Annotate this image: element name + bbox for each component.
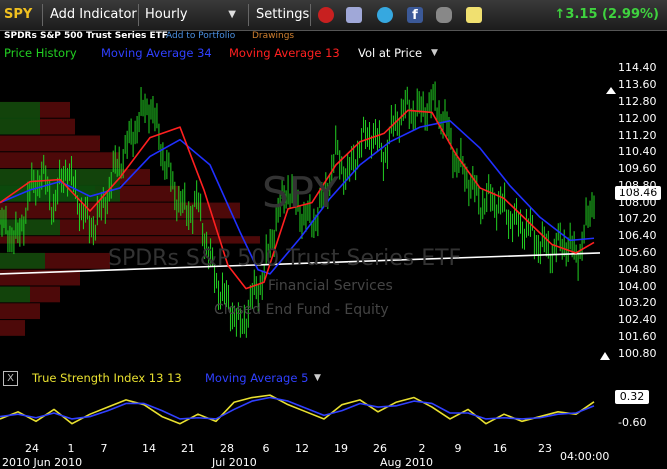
vap-bar: [0, 286, 30, 303]
trend-line: [0, 252, 600, 275]
ma13-line: [0, 109, 595, 290]
price-tick-label: 111.20: [618, 128, 657, 142]
date-tick-label: 19: [334, 442, 348, 455]
legend-chevron-down-icon[interactable]: ▼: [431, 48, 438, 58]
month-label: Jul 2010: [212, 456, 257, 469]
vap-bar: [0, 101, 40, 135]
price-tick-label: 100.80: [618, 346, 657, 360]
documents-icon[interactable]: [346, 7, 362, 23]
price-tick-label: 108.80: [618, 178, 657, 192]
date-tick-label: 26: [373, 442, 387, 455]
price-chart[interactable]: [0, 60, 600, 362]
close-icon[interactable]: X: [3, 371, 18, 386]
price-tick-label: 102.40: [618, 313, 657, 327]
tsi-chart[interactable]: [0, 388, 600, 438]
settings-button[interactable]: Settings: [256, 7, 310, 22]
vap-bar: [0, 185, 95, 202]
vap-bar: [0, 303, 40, 320]
security-name: SPDRs S&P 500 Trust Series ETF: [4, 31, 168, 41]
date-tick-label: 14: [142, 442, 156, 455]
tsi-ma-line: [0, 396, 595, 420]
watermark-type: Closed End Fund - Equity: [214, 302, 389, 318]
vap-bar: [0, 320, 25, 336]
price-axis: 108.46 114.40 113.60 112.80 112.00 111.20 110…: [600, 60, 667, 362]
price-tick-label: 107.20: [618, 212, 657, 226]
vap-bar: [0, 202, 240, 219]
legend-price-history[interactable]: Price History: [4, 46, 77, 60]
date-tick-label: 6: [262, 442, 270, 455]
date-tick-label: 24: [25, 442, 39, 455]
price-tick-label: 104.00: [618, 279, 657, 293]
interval-label: Hourly: [145, 7, 188, 22]
tsi-line: [0, 394, 595, 425]
vap-bar: [0, 219, 60, 236]
last-price-label: 108.46: [615, 185, 661, 200]
time-label: 04:00:00: [560, 450, 610, 463]
date-tick-label: 9: [454, 442, 462, 455]
toolbar-divider: [248, 4, 249, 26]
date-axis: 2010 Jun 2010 Jul 2010 Aug 2010 04:00:00…: [0, 440, 667, 469]
month-label: Aug 2010: [380, 456, 433, 469]
vap-bar: [0, 135, 100, 152]
tsi-label[interactable]: True Strength Index 13 13: [32, 371, 182, 385]
watermark-name: SPDRs S&P 500 Trust Series ETF: [108, 246, 462, 271]
price-tick-label: 112.00: [618, 111, 657, 125]
add-indicator-button[interactable]: Add Indicator: [50, 7, 137, 22]
alarm-clock-icon[interactable]: [318, 7, 334, 23]
watermark-symbol: SPY: [262, 168, 339, 217]
date-tick-label: 1: [67, 442, 75, 455]
add-to-portfolio-link[interactable]: Add to Portfolio: [166, 31, 236, 41]
indicator-axis: 0.32 -0.60: [600, 386, 667, 438]
drawings-link[interactable]: Drawings: [252, 31, 295, 41]
price-change: ↑3.15 (2.99%): [554, 7, 659, 22]
price-tick-label: 105.60: [618, 245, 657, 259]
date-tick-label: 23: [538, 442, 552, 455]
price-tick-label: 110.40: [618, 145, 657, 159]
chevron-down-icon: ▼: [228, 9, 236, 20]
tsi-tick-label: -0.60: [618, 416, 647, 429]
month-label: 2010 Jun 2010: [2, 456, 83, 469]
facebook-icon[interactable]: f: [407, 7, 423, 23]
toolbar-divider: [42, 4, 43, 26]
scroll-up-icon[interactable]: [606, 87, 616, 94]
legend-vol-at-price[interactable]: Vol at Price: [358, 46, 423, 60]
ma34-line: [0, 120, 595, 275]
toolbar-divider: [310, 4, 311, 26]
price-tick-label: 109.60: [618, 162, 657, 176]
date-tick-label: 7: [100, 442, 108, 455]
tsi-last-label: 0.32: [615, 390, 649, 404]
symbol-input[interactable]: SPY: [4, 7, 33, 22]
price-tick-label: 108.00: [618, 195, 657, 209]
watermark-sector: Financial Services: [268, 278, 393, 294]
legend-ma13[interactable]: Moving Average 13: [229, 46, 340, 60]
price-tick-label: 114.40: [618, 61, 657, 75]
vap-bar: [0, 236, 260, 244]
scroll-down-icon[interactable]: [600, 352, 610, 360]
toolbar: SPY Add Indicator Hourly ▼ Settings f ↑3…: [0, 0, 667, 31]
tsi-ma-label[interactable]: Moving Average 5: [205, 371, 309, 385]
toolbar-divider: [138, 4, 139, 26]
vap-bar: [0, 252, 45, 269]
date-tick-label: 12: [295, 442, 309, 455]
date-tick-label: 28: [220, 442, 234, 455]
legend-ma34[interactable]: Moving Average 34: [101, 46, 212, 60]
sticky-note-icon[interactable]: [466, 7, 482, 23]
interval-dropdown[interactable]: Hourly ▼: [145, 0, 240, 30]
price-tick-label: 112.80: [618, 94, 657, 108]
price-tick-label: 106.40: [618, 229, 657, 243]
tsi-chevron-down-icon[interactable]: ▼: [314, 373, 321, 383]
price-tick-label: 103.20: [618, 296, 657, 310]
price-tick-label: 104.80: [618, 262, 657, 276]
date-tick-label: 16: [493, 442, 507, 455]
binoculars-icon[interactable]: [436, 7, 452, 23]
date-tick-label: 21: [181, 442, 195, 455]
twitter-icon[interactable]: [377, 7, 393, 23]
price-tick-label: 113.60: [618, 78, 657, 92]
price-tick-label: 101.60: [618, 329, 657, 343]
date-tick-label: 2: [418, 442, 426, 455]
